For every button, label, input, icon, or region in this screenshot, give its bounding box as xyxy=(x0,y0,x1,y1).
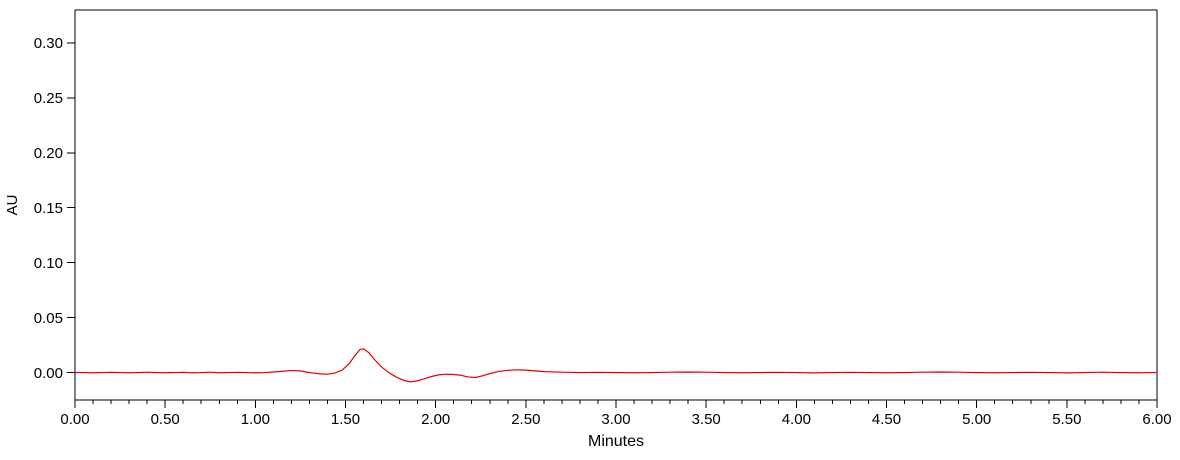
x-axis-label: Minutes xyxy=(587,433,645,450)
x-tick-label: 1.00 xyxy=(241,411,270,428)
y-tick-label: 0.15 xyxy=(34,200,63,217)
y-tick-label: 0.10 xyxy=(34,255,63,272)
x-tick-label: 4.00 xyxy=(782,411,811,428)
y-axis-label: AU xyxy=(4,194,21,216)
x-tick-label: 0.00 xyxy=(60,411,89,428)
x-tick-label: 2.00 xyxy=(421,411,450,428)
plot-frame xyxy=(74,9,1158,401)
x-tick-label: 5.00 xyxy=(962,411,991,428)
x-tick-label: 6.00 xyxy=(1142,411,1171,428)
y-tick-label: 0.00 xyxy=(34,365,63,382)
y-tick-label: 0.30 xyxy=(34,35,63,52)
x-tick-label: 0.50 xyxy=(151,411,180,428)
y-tick-label: 0.05 xyxy=(34,310,63,327)
x-tick-label: 1.50 xyxy=(331,411,360,428)
x-tick-label: 5.50 xyxy=(1052,411,1081,428)
y-tick-label: 0.20 xyxy=(34,145,63,162)
x-tick-label: 3.00 xyxy=(601,411,630,428)
x-tick-label: 2.50 xyxy=(511,411,540,428)
trace-line-detector-trace xyxy=(74,348,1158,383)
x-tick-label: 4.50 xyxy=(872,411,901,428)
x-tick-label: 3.50 xyxy=(692,411,721,428)
y-tick-label: 0.25 xyxy=(34,90,63,107)
